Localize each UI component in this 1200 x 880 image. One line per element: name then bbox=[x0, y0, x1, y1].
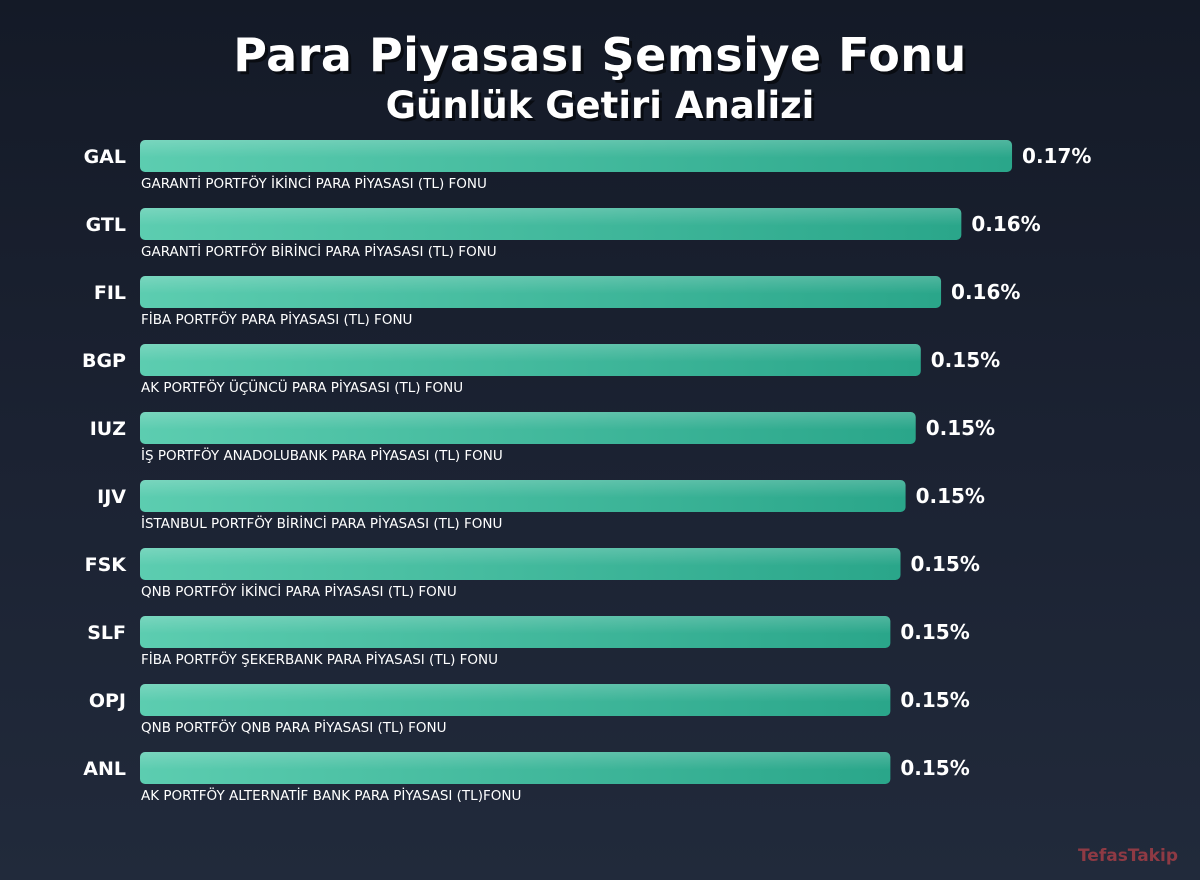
bar-row: GAL 0.17% GARANTİ PORTFÖY İKİNCİ PARA PİYA… bbox=[84, 140, 1091, 192]
fund-name-label: GARANTİ PORTFÖY İKİNCİ PARA PİYASASI (TL… bbox=[141, 174, 487, 192]
bar-row: BGP 0.15% AK PORTFÖY ÜÇÜNCÜ PARA PİYASASI … bbox=[82, 344, 1000, 396]
fund-code-label: IUZ bbox=[90, 418, 126, 440]
chart-subtitle: Günlük Getiri Analizi bbox=[385, 84, 815, 127]
bar-highlight bbox=[140, 752, 891, 784]
watermark-logo: TefasTakip bbox=[1077, 846, 1178, 866]
fund-code-label: ANL bbox=[83, 758, 126, 780]
fund-name-label: QNB PORTFÖY QNB PARA PİYASASI (TL) FONU bbox=[141, 718, 446, 736]
bar-highlight bbox=[140, 548, 901, 580]
bar-row: SLF 0.15% FİBA PORTFÖY ŞEKERBANK PARA PİYA… bbox=[87, 616, 970, 668]
fund-code-label: SLF bbox=[87, 622, 126, 644]
value-label: 0.16% bbox=[951, 280, 1020, 304]
value-label: 0.15% bbox=[916, 484, 985, 508]
bar-highlight bbox=[140, 276, 942, 308]
bar-row: OPJ 0.15% QNB PORTFÖY QNB PARA PİYASASI (T… bbox=[89, 684, 970, 736]
fund-name-label: GARANTİ PORTFÖY BİRİNCİ PARA PİYASASI (T… bbox=[141, 242, 497, 260]
value-label: 0.16% bbox=[971, 212, 1040, 236]
value-label: 0.15% bbox=[926, 416, 995, 440]
bar-row: IJV 0.15% İSTANBUL PORTFÖY BİRİNCİ PARA Pİ… bbox=[97, 480, 985, 532]
fund-name-label: AK PORTFÖY ÜÇÜNCÜ PARA PİYASASI (TL) FON… bbox=[141, 378, 463, 396]
bar-highlight bbox=[140, 480, 906, 512]
fund-code-label: OPJ bbox=[89, 690, 126, 712]
fund-name-label: İŞ PORTFÖY ANADOLUBANK PARA PİYASASI (TL… bbox=[141, 446, 503, 464]
fund-name-label: İSTANBUL PORTFÖY BİRİNCİ PARA PİYASASI (… bbox=[141, 514, 502, 532]
fund-code-label: GAL bbox=[84, 146, 126, 168]
bar-row: ANL 0.15% AK PORTFÖY ALTERNATİF BANK PARA … bbox=[83, 752, 970, 804]
bar-highlight bbox=[140, 616, 891, 648]
value-label: 0.15% bbox=[931, 348, 1000, 372]
value-label: 0.15% bbox=[900, 756, 969, 780]
value-label: 0.17% bbox=[1022, 144, 1091, 168]
fund-code-label: FIL bbox=[94, 282, 126, 304]
fund-code-label: IJV bbox=[97, 486, 126, 508]
fund-code-label: GTL bbox=[86, 214, 126, 236]
bar-highlight bbox=[140, 684, 891, 716]
bar-row: GTL 0.16% GARANTİ PORTFÖY BİRİNCİ PARA PİY… bbox=[86, 208, 1041, 260]
bar-row: FSK 0.15% QNB PORTFÖY İKİNCİ PARA PİYASASI… bbox=[85, 548, 980, 600]
bar-highlight bbox=[140, 208, 962, 240]
chart-title: Para Piyasası Şemsiye Fonu bbox=[233, 28, 967, 82]
fund-name-label: FİBA PORTFÖY ŞEKERBANK PARA PİYASASI (TL… bbox=[141, 650, 498, 668]
fund-name-label: AK PORTFÖY ALTERNATİF BANK PARA PİYASASI… bbox=[141, 786, 521, 804]
bar-row: IUZ 0.15% İŞ PORTFÖY ANADOLUBANK PARA PİYA… bbox=[90, 412, 995, 464]
value-label: 0.15% bbox=[911, 552, 980, 576]
bar-row: FIL 0.16% FİBA PORTFÖY PARA PİYASASI (TL) … bbox=[94, 276, 1020, 328]
fund-name-label: FİBA PORTFÖY PARA PİYASASI (TL) FONU bbox=[141, 310, 412, 328]
fund-code-label: FSK bbox=[85, 554, 128, 576]
bar-highlight bbox=[140, 344, 921, 376]
value-label: 0.15% bbox=[900, 620, 969, 644]
fund-name-label: QNB PORTFÖY İKİNCİ PARA PİYASASI (TL) FO… bbox=[141, 582, 457, 600]
bar-highlight bbox=[140, 140, 1013, 172]
value-label: 0.15% bbox=[900, 688, 969, 712]
bar-highlight bbox=[140, 412, 916, 444]
fund-code-label: BGP bbox=[82, 350, 126, 372]
